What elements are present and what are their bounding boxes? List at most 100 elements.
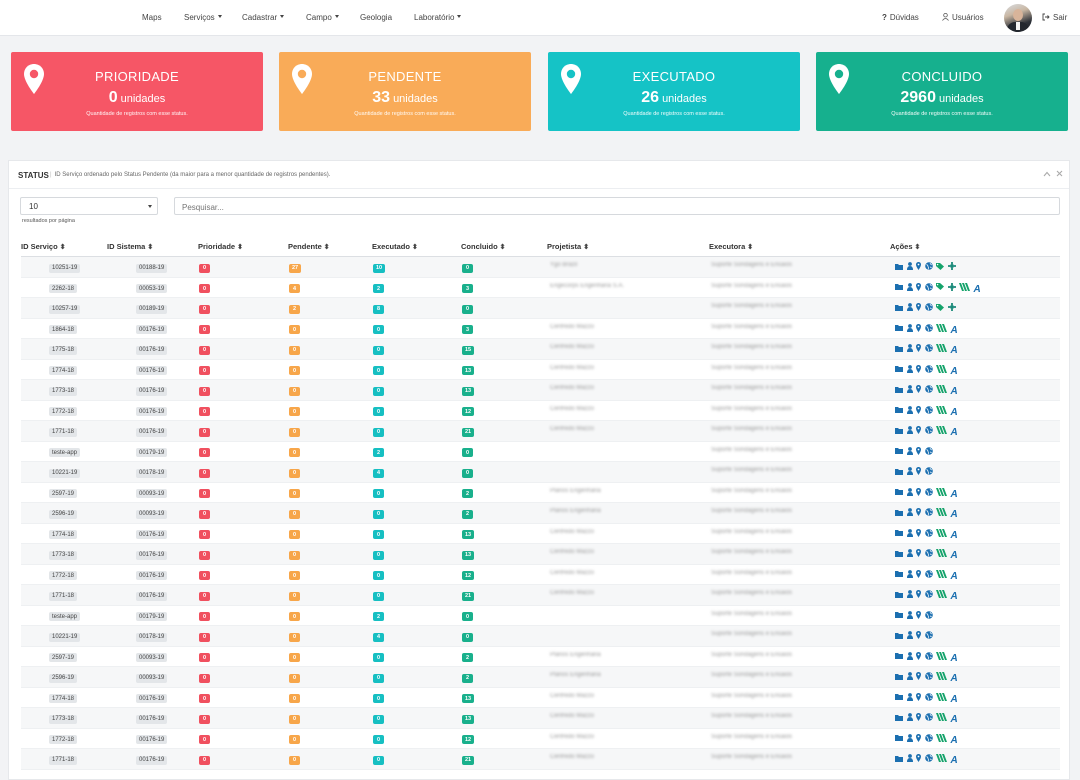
user-icon[interactable] [906,323,913,334]
map-pin-icon[interactable] [916,344,921,354]
folder-icon[interactable] [895,468,903,477]
folder-icon[interactable] [895,632,903,641]
table-row[interactable]: 1773-18 00176-19 0 0 0 13 Cenfredo Mazzo Suport… [21,708,1060,729]
map-pin-icon[interactable] [916,590,921,600]
globe-icon[interactable] [924,426,933,436]
folder-icon[interactable] [895,652,903,661]
folder-icon[interactable] [895,611,903,620]
letter-a-icon[interactable]: A [950,345,958,357]
nav-users[interactable]: Usuários [942,13,984,22]
folder-icon[interactable] [895,345,903,354]
folder-icon[interactable] [895,509,903,518]
brand-logo-icon[interactable] [936,323,947,334]
map-pin-icon[interactable] [916,528,921,539]
letter-a-icon[interactable]: A [950,714,958,726]
brand-logo-icon[interactable] [936,713,947,723]
folder-icon[interactable] [895,570,903,579]
brand-logo-icon[interactable] [936,651,947,662]
map-pin-icon[interactable] [916,446,921,457]
avatar[interactable] [1004,4,1032,32]
table-row[interactable]: 2597-19 00093-19 0 0 0 2 Planos Engenharia Supo… [21,483,1060,503]
user-icon[interactable] [906,549,913,559]
nav-campo[interactable]: Campo [306,13,339,22]
globe-icon[interactable] [924,364,933,375]
logout-button[interactable]: Sair [1042,13,1067,22]
user-icon[interactable] [906,733,913,744]
table-row[interactable]: 1773-18 00176-19 0 0 0 13 Cenfredo Mazzo Suport… [21,380,1060,401]
column-header[interactable]: ID Sistema ⬍ [107,242,153,251]
column-header[interactable]: Executado ⬍ [372,242,418,251]
letter-a-icon[interactable]: A [950,693,958,705]
status-card-concluido[interactable]: CONCLUIDO 2960 unidades Quantidade de regis… [816,52,1068,131]
map-pin-icon[interactable] [916,508,921,518]
user-icon[interactable] [906,303,913,313]
user-icon[interactable] [906,569,913,580]
letter-a-icon[interactable]: A [950,406,958,418]
nav-laboratorio[interactable]: Laboratório [414,13,462,22]
brand-logo-icon[interactable] [959,282,970,293]
folder-icon[interactable] [895,427,903,436]
globe-icon[interactable] [924,303,933,313]
globe-icon[interactable] [924,549,933,559]
globe-icon[interactable] [924,713,933,723]
column-header[interactable]: Projetista ⬍ [547,242,589,251]
table-row[interactable]: 1771-18 00176-19 0 0 0 21 Cenfredo Mazzo Suport… [21,585,1060,606]
table-row[interactable]: 1774-18 00176-19 0 0 0 13 Cenfredo Mazzo Suport… [21,360,1060,380]
user-icon[interactable] [906,528,913,539]
user-icon[interactable] [906,262,913,272]
map-pin-icon[interactable] [916,364,921,375]
map-pin-icon[interactable] [916,487,921,498]
tag-icon[interactable] [936,262,944,272]
nav-cadastrar[interactable]: Cadastrar [242,13,285,22]
table-row[interactable]: 10251-19 00188-19 0 27 10 0 Ygo Brazil Suporte … [21,257,1060,278]
user-icon[interactable] [906,282,913,293]
globe-icon[interactable] [924,528,933,539]
map-pin-icon[interactable] [916,426,921,436]
brand-logo-icon[interactable] [936,692,947,703]
search-input[interactable] [174,197,1060,215]
globe-icon[interactable] [924,610,933,621]
brand-logo-icon[interactable] [936,549,947,559]
brand-logo-icon[interactable] [936,569,947,580]
nav-servicos[interactable]: Serviços [184,13,222,22]
user-icon[interactable] [906,508,913,518]
globe-icon[interactable] [924,405,933,416]
folder-icon[interactable] [895,365,903,374]
letter-a-icon[interactable]: A [950,734,958,746]
globe-icon[interactable] [924,590,933,600]
nav-maps[interactable]: Maps [142,13,162,22]
table-row[interactable]: 1773-18 00176-19 0 0 0 13 Cenfredo Mazzo Suport… [21,544,1060,565]
map-pin-icon[interactable] [916,303,921,313]
globe-icon[interactable] [924,508,933,518]
globe-icon[interactable] [924,323,933,334]
table-row[interactable]: 2596-19 00093-19 0 0 0 2 Planos Engenharia Supo… [21,667,1060,688]
folder-icon[interactable] [895,283,903,292]
brand-logo-icon[interactable] [936,405,947,416]
folder-icon[interactable] [895,263,903,272]
folder-icon[interactable] [895,447,903,456]
globe-icon[interactable] [924,446,933,457]
letter-a-icon[interactable]: A [950,529,958,541]
folder-icon[interactable] [895,693,903,702]
table-row[interactable]: 1772-18 00176-19 0 0 0 12 Cenfredo Mazzo Suport… [21,401,1060,421]
status-card-pendente[interactable]: PENDENTE 33 unidades Quantidade de registro… [279,52,531,131]
brand-logo-icon[interactable] [936,426,947,436]
status-card-prioridade[interactable]: PRIORIDADE 0 unidades Quantidade de registr… [11,52,263,131]
globe-icon[interactable] [924,733,933,744]
letter-a-icon[interactable]: A [950,550,958,562]
table-row[interactable]: 1771-18 00176-19 0 0 0 21 Cenfredo Mazzo Suport… [21,421,1060,442]
nav-geologia[interactable]: Geologia [360,13,393,22]
map-pin-icon[interactable] [916,405,921,416]
brand-logo-icon[interactable] [936,364,947,375]
letter-a-icon[interactable]: A [950,427,958,439]
map-pin-icon[interactable] [916,631,921,641]
map-pin-icon[interactable] [916,569,921,580]
user-icon[interactable] [906,672,913,682]
user-icon[interactable] [906,692,913,703]
folder-icon[interactable] [895,550,903,559]
letter-a-icon[interactable]: A [973,283,981,295]
map-pin-icon[interactable] [916,467,921,477]
letter-a-icon[interactable]: A [950,386,958,398]
letter-a-icon[interactable]: A [950,488,958,500]
brand-logo-icon[interactable] [936,508,947,518]
